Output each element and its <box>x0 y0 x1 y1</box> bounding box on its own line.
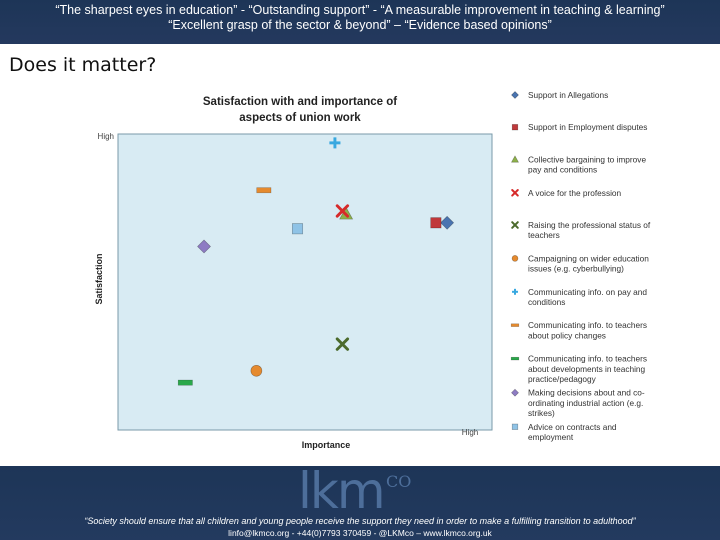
logo-superscript: CO <box>386 472 412 491</box>
data-point-6 <box>250 364 263 377</box>
data-points <box>177 137 455 386</box>
legend-marker-8 <box>510 323 520 327</box>
legend-marker-7 <box>512 288 518 295</box>
legend-label-11-2: employment <box>528 432 574 442</box>
legend-label-7-2: conditions <box>528 297 565 307</box>
legend-item-5: Raising the professional status ofteache… <box>511 220 651 240</box>
plot-area <box>117 133 493 431</box>
legend-label-10-3: strikes) <box>528 408 555 418</box>
footer: lkm CO “Society should ensure that all c… <box>0 466 720 540</box>
x-tick-high: High <box>462 428 478 437</box>
y-axis-label: Satisfaction <box>94 253 104 304</box>
data-point-2 <box>430 217 442 229</box>
legend-label-5-2: teachers <box>528 230 560 240</box>
legend-label-9-1: Communicating info. to teachers <box>528 354 647 364</box>
legend-label-4-1: A voice for the profession <box>528 188 622 198</box>
legend-label-1-1: Support in Allegations <box>528 90 608 100</box>
legend-label-3-1: Collective bargaining to improve <box>528 154 646 164</box>
legend-marker-6 <box>511 255 519 262</box>
data-point-10 <box>197 239 211 254</box>
chart-container: Satisfaction with and importance of aspe… <box>88 86 668 466</box>
legend-item-4: A voice for the profession <box>511 188 622 198</box>
scatter-chart: Satisfaction with and importance of aspe… <box>88 86 668 466</box>
legend-label-7-1: Communicating info. on pay and <box>528 287 647 297</box>
legend: Support in Allegations Support in Employm… <box>510 90 651 442</box>
data-point-9 <box>177 379 193 386</box>
legend-marker-4 <box>511 189 519 197</box>
data-point-8 <box>256 187 272 194</box>
legend-label-6-2: issues (e.g. cyberbullying) <box>528 264 624 274</box>
footer-quote: “Society should ensure that all children… <box>84 516 636 526</box>
header-banner: “The sharpest eyes in education” - “Outs… <box>0 0 720 44</box>
data-point-7 <box>329 137 341 149</box>
data-point-11 <box>292 223 304 235</box>
legend-item-1: Support in Allegations <box>511 90 608 100</box>
footer-contact: linfo@lkmco.org - +44(0)7793 370459 - @L… <box>228 528 492 538</box>
banner-line-2: “Excellent grasp of the sector & beyond”… <box>168 18 552 32</box>
y-tick-high: High <box>98 132 114 141</box>
data-point-1 <box>440 215 455 230</box>
banner-line-1: “The sharpest eyes in education” - “Outs… <box>55 3 665 17</box>
legend-label-8-1: Communicating info. to teachers <box>528 320 647 330</box>
legend-label-9-3: practice/pedagogy <box>528 374 597 384</box>
legend-label-10-1: Making decisions about and co- <box>528 388 645 398</box>
legend-marker-11 <box>511 423 519 430</box>
chart-title-line-1: Satisfaction with and importance of <box>203 96 397 108</box>
legend-item-2: Support in Employment disputes <box>511 122 647 132</box>
legend-marker-10 <box>511 388 519 397</box>
legend-label-6-1: Campaigning on wider education <box>528 253 649 263</box>
chart-title-line-2: aspects of union work <box>239 112 361 124</box>
lkm-logo: lkm <box>298 462 386 520</box>
legend-marker-5 <box>511 221 519 229</box>
data-point-4 <box>335 204 350 218</box>
slide-title: Does it matter? <box>9 54 157 76</box>
data-point-5 <box>335 337 350 351</box>
legend-marker-9 <box>510 356 520 361</box>
legend-label-3-2: pay and conditions <box>528 165 597 175</box>
x-axis-label: Importance <box>302 440 351 450</box>
legend-marker-2 <box>511 124 519 131</box>
legend-item-10: Making decisions about and co-ordinating… <box>511 388 645 418</box>
legend-label-9-2: about developments in teaching <box>528 364 646 374</box>
legend-label-11-1: Advice on contracts and <box>528 422 617 432</box>
legend-label-2-1: Support in Employment disputes <box>528 122 647 132</box>
legend-marker-3 <box>510 155 520 163</box>
legend-label-8-2: about policy changes <box>528 330 606 340</box>
legend-label-5-1: Raising the professional status of <box>528 220 651 230</box>
legend-marker-1 <box>511 91 519 99</box>
legend-label-10-2: ordinating industrial action (e.g. <box>528 398 643 408</box>
